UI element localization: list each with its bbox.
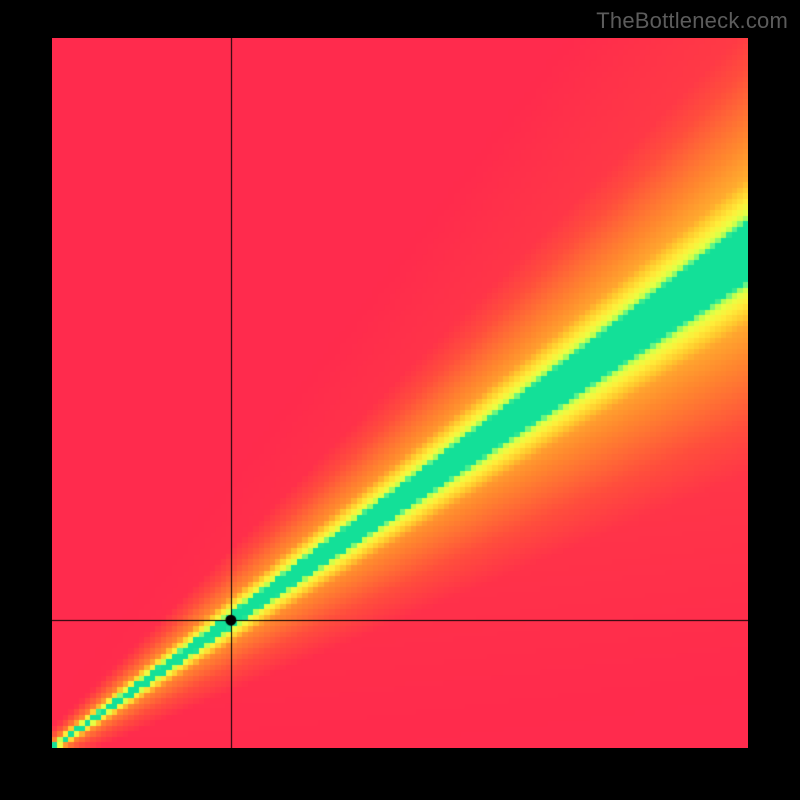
figure-root: TheBottleneck.com bbox=[0, 0, 800, 800]
heatmap-plot bbox=[52, 38, 748, 748]
heatmap-canvas bbox=[52, 38, 748, 748]
watermark-text: TheBottleneck.com bbox=[596, 8, 788, 34]
